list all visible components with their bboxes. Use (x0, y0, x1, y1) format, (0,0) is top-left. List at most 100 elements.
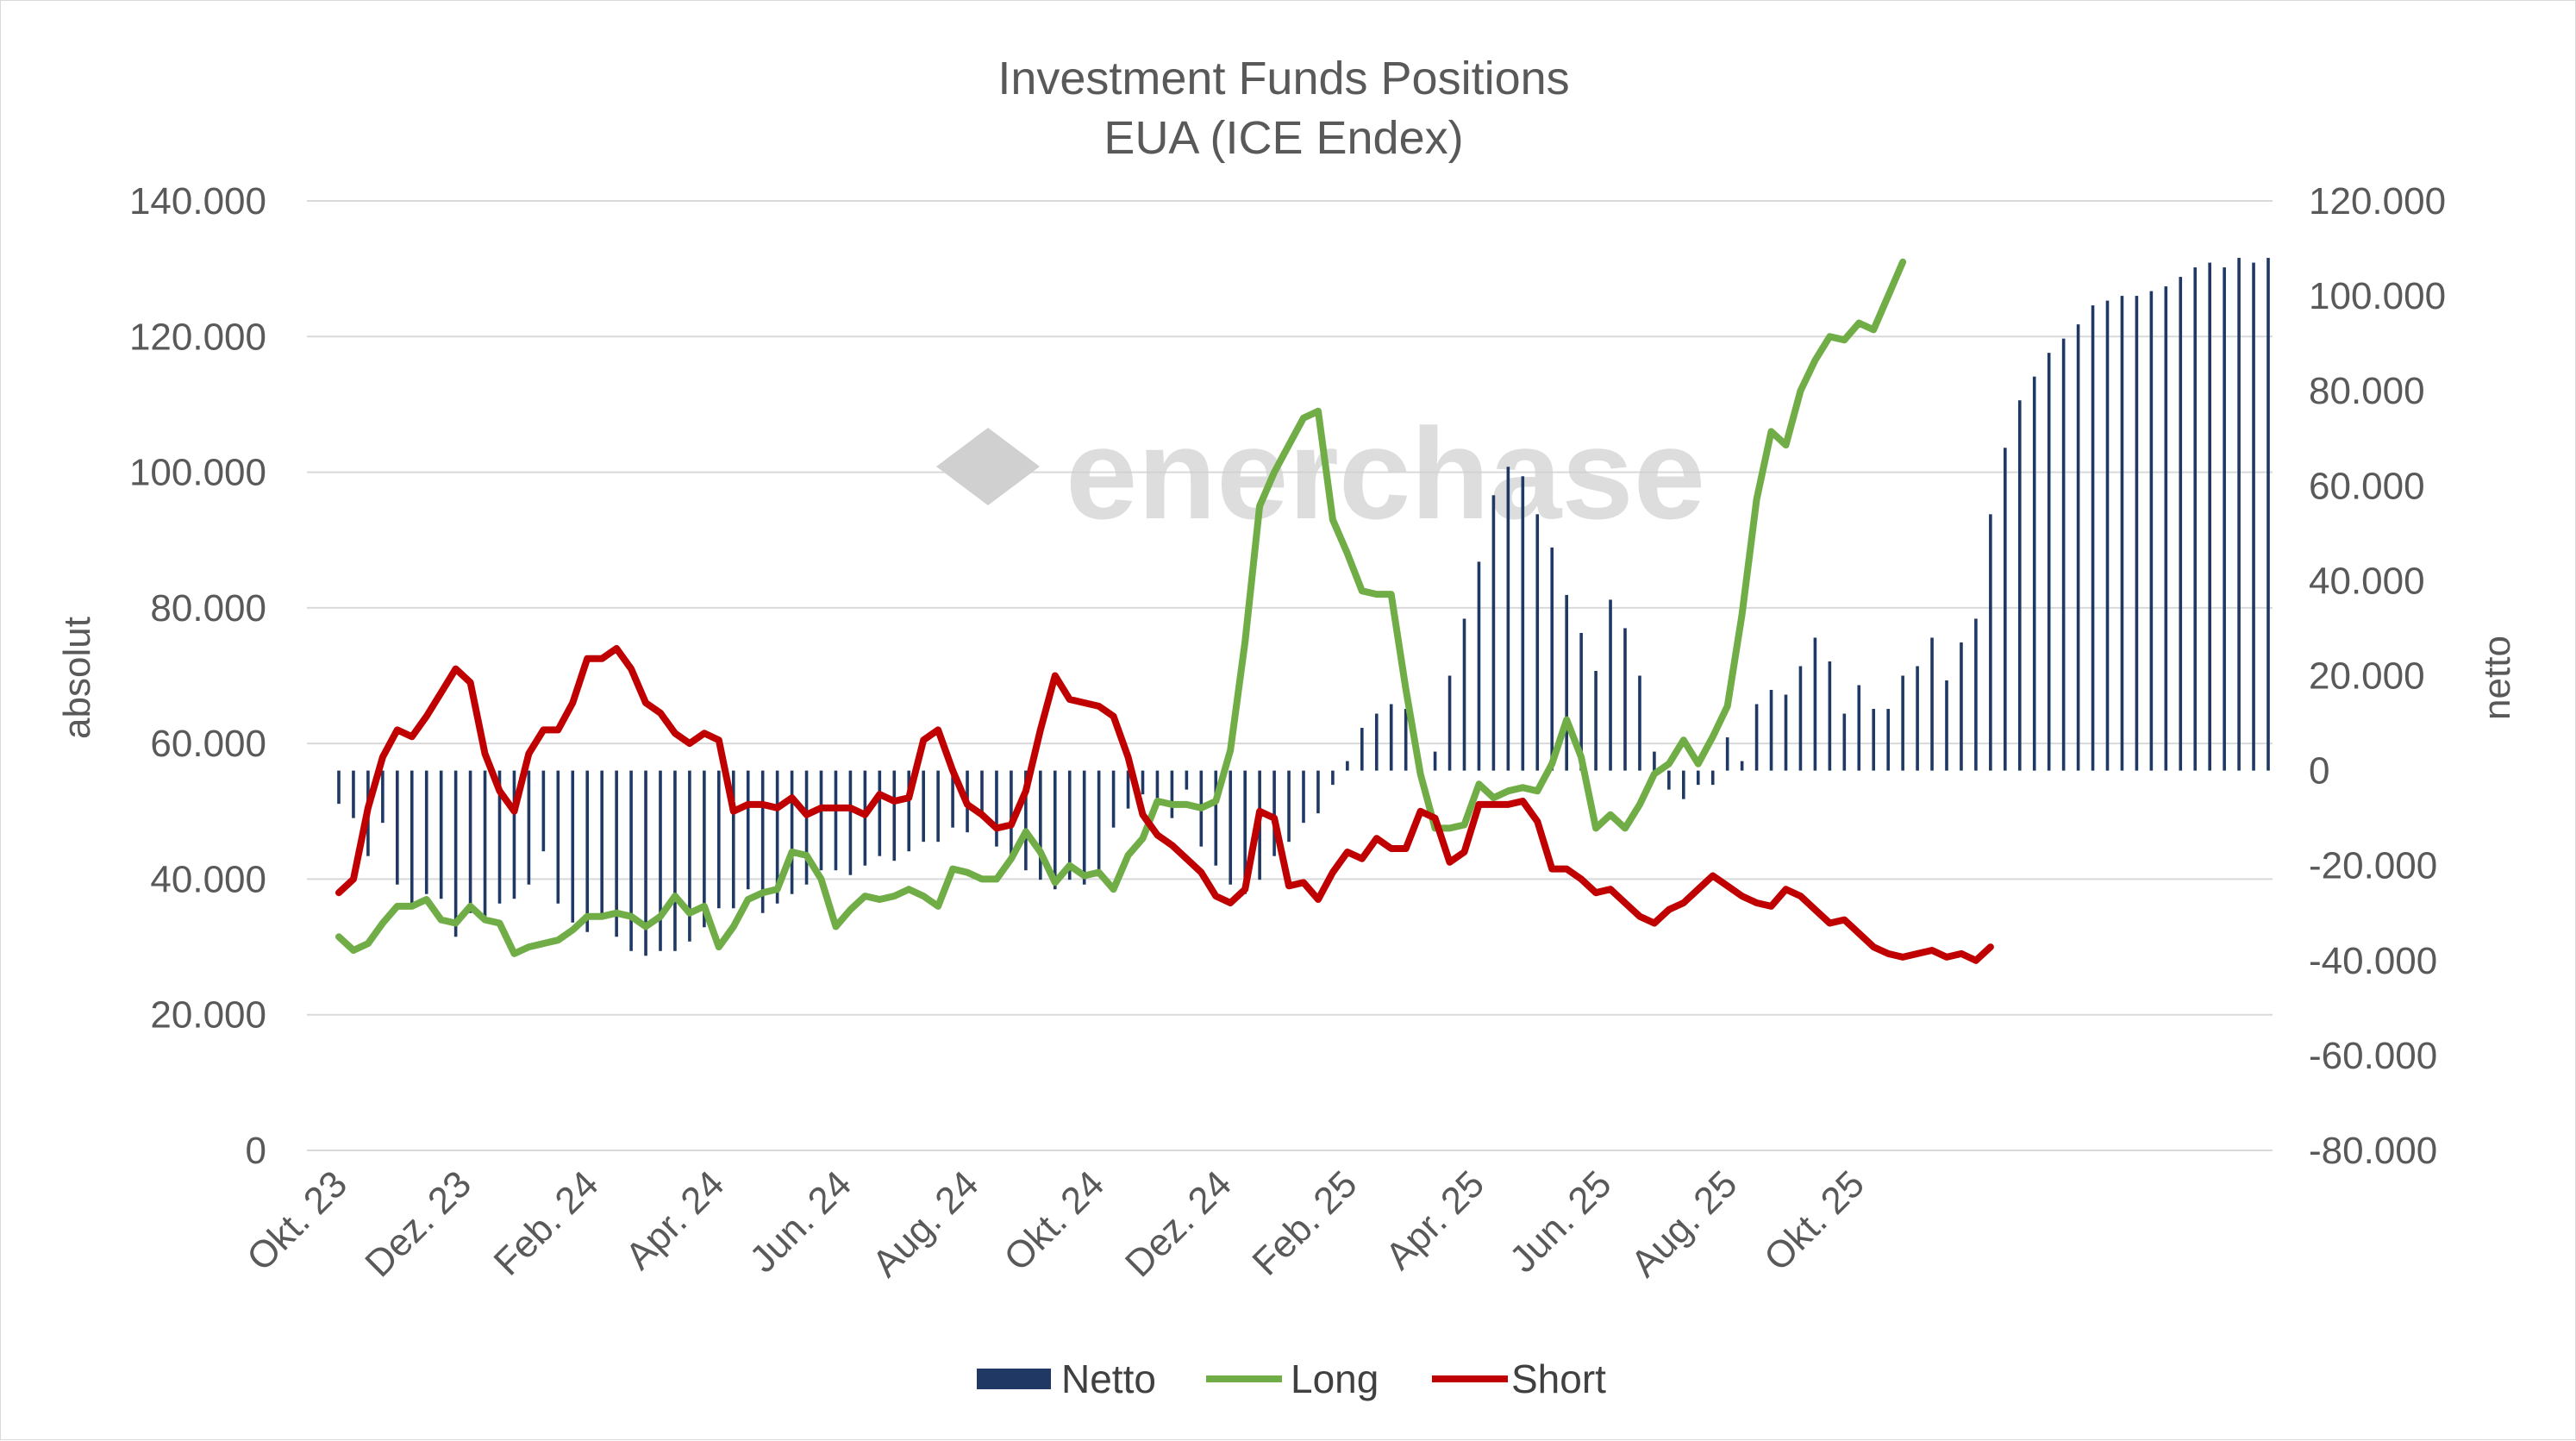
netto-bar-9 (468, 770, 472, 913)
netto-bar-58 (1185, 770, 1189, 790)
netto-bar-18 (600, 770, 603, 918)
netto-bar-79 (1491, 495, 1496, 771)
watermark: enerchase (936, 401, 1705, 546)
netto-bar-29 (760, 770, 765, 913)
netto-bar-45 (995, 770, 998, 847)
netto-bar-10 (483, 770, 487, 923)
netto-bar-40 (922, 770, 925, 843)
netto-bar-100 (1798, 666, 1803, 771)
left-axis-title: absolut (56, 617, 98, 739)
x-tick-label-6: Okt. 24 (996, 1162, 1112, 1279)
netto-bar-113 (1989, 514, 1992, 771)
right-tick-label-8: 80.000 (2309, 370, 2425, 412)
netto-bar-62 (1243, 770, 1247, 894)
short-line (335, 645, 1994, 964)
left-tick-label-0: 0 (246, 1130, 266, 1172)
netto-bar-48 (1039, 770, 1042, 880)
left-tick-label-7: 140.000 (129, 180, 266, 222)
netto-bar-71 (1374, 713, 1379, 771)
netto-bar-46 (1010, 770, 1013, 856)
right-tick-label-1: -60.000 (2309, 1035, 2437, 1077)
netto-bar-96 (1740, 761, 1744, 771)
netto-bar-34 (834, 770, 838, 871)
netto-bar-81 (1521, 476, 1525, 771)
netto-bar-84 (1565, 594, 1568, 771)
netto-bar-21 (644, 770, 647, 956)
netto-bar-80 (1506, 467, 1510, 771)
netto-bar-13 (527, 770, 531, 885)
netto-bar-11 (497, 770, 502, 904)
right-tick-label-6: 40.000 (2309, 560, 2425, 602)
netto-bar-49 (1053, 770, 1057, 890)
netto-bar-115 (2017, 400, 2022, 771)
netto-bars (337, 258, 2270, 956)
watermark-text: enerchase (1066, 401, 1705, 546)
netto-bar-7 (439, 770, 443, 899)
netto-bar-85 (1579, 632, 1583, 771)
netto-bar-124 (2149, 291, 2154, 771)
chart-title: Investment Funds Positions (997, 53, 1569, 104)
watermark-logo-icon (936, 428, 1040, 505)
netto-bar-41 (936, 770, 940, 843)
netto-bar-119 (2076, 324, 2080, 771)
right-tick-label-7: 60.000 (2309, 465, 2425, 507)
x-tick-label-2: Feb. 24 (486, 1162, 607, 1283)
legend: Netto Long Short (977, 1356, 1606, 1401)
netto-bar-16 (571, 770, 575, 923)
netto-bar-56 (1155, 770, 1160, 805)
netto-bar-50 (1067, 770, 1072, 880)
netto-bar-98 (1769, 690, 1773, 771)
netto-bar-125 (2164, 286, 2168, 771)
netto-bar-64 (1272, 770, 1276, 856)
netto-bar-61 (1229, 770, 1233, 885)
netto-bar-116 (2032, 376, 2036, 771)
netto-bar-87 (1609, 599, 1612, 771)
x-tick-label-11: Aug. 25 (1623, 1162, 1746, 1285)
netto-bar-76 (1447, 675, 1452, 771)
netto-bar-95 (1725, 737, 1729, 771)
netto-bar-118 (2061, 338, 2066, 771)
netto-bar-51 (1082, 770, 1086, 885)
left-tick-label-4: 80.000 (150, 587, 266, 630)
netto-bar-70 (1360, 728, 1364, 771)
netto-bar-127 (2193, 267, 2198, 771)
netto-bar-75 (1433, 751, 1437, 771)
netto-bar-97 (1754, 704, 1759, 771)
right-tick-label-10: 120.000 (2309, 180, 2446, 222)
right-axis-ticks: -80.000 -60.000 -40.000 -20.000 0 20.000 40.00… (2309, 180, 2446, 1172)
netto-bar-57 (1170, 770, 1174, 818)
netto-bar-8 (453, 770, 458, 937)
netto-bar-120 (2091, 305, 2095, 771)
netto-bar-72 (1389, 704, 1393, 771)
netto-bar-86 (1594, 670, 1597, 771)
netto-bar-102 (1828, 661, 1832, 771)
long-line (335, 258, 1907, 957)
right-tick-label-9: 100.000 (2309, 275, 2446, 317)
netto-bar-35 (848, 770, 853, 875)
netto-bar-69 (1346, 761, 1349, 771)
netto-bar-32 (804, 770, 809, 885)
netto-bar-44 (980, 770, 984, 818)
x-tick-label-1: Dez. 23 (357, 1162, 479, 1285)
netto-bar-47 (1024, 770, 1028, 871)
x-tick-label-9: Apr. 25 (1378, 1162, 1492, 1277)
netto-bar-131 (2252, 262, 2255, 771)
netto-bar-88 (1623, 628, 1627, 771)
netto-bar-91 (1667, 770, 1671, 790)
netto-bar-78 (1477, 561, 1481, 771)
netto-bar-94 (1710, 770, 1715, 786)
netto-bar-30 (775, 770, 779, 904)
netto-bar-4 (396, 770, 399, 885)
netto-bar-55 (1141, 770, 1145, 795)
netto-bar-27 (731, 770, 735, 909)
netto-bar-89 (1638, 675, 1641, 771)
netto-bar-106 (1886, 709, 1890, 771)
netto-bar-105 (1872, 709, 1876, 771)
netto-bar-6 (424, 770, 428, 894)
right-tick-label-3: -20.000 (2309, 845, 2437, 887)
netto-bar-3 (381, 770, 385, 824)
netto-bar-5 (410, 770, 414, 904)
netto-bar-93 (1696, 770, 1700, 786)
gridlines (307, 200, 2273, 1151)
